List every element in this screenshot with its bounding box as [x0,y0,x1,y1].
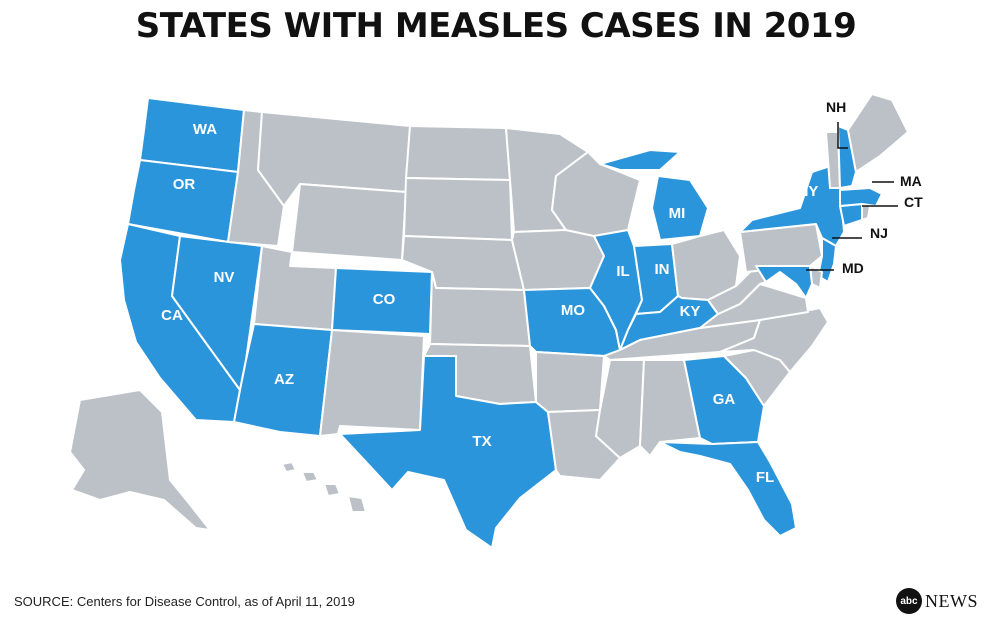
state-ut [253,245,337,331]
state-nd [405,125,511,181]
labels-layer: WA OR CA NV AZ CO TX MO IL IN MI KY GA FL NY [161,121,818,486]
state-nm [319,329,425,437]
callout-line-nh [837,122,848,149]
state-label-nv: NV [214,269,235,286]
state-label-ny: NY [798,183,819,200]
state-nj [817,237,837,283]
state-ny [739,161,845,247]
state-nc [719,307,829,373]
state-label-az: AZ [274,371,294,388]
state-ar [535,351,605,413]
state-label-ky: KY [680,303,701,320]
abc-news-logo: abc NEWS [896,588,978,614]
state-label-mo: MO [561,302,585,319]
state-or [127,159,239,243]
state-label-co: CO [373,291,396,308]
source-note: SOURCE: Centers for Disease Control, as … [14,594,355,609]
state-wy [291,183,407,261]
callout-label-ma: MA [900,173,922,189]
state-tx [339,355,557,549]
state-fl [659,441,797,537]
callout-label-md: MD [842,260,864,276]
state-hi [281,461,367,513]
state-sd [403,177,513,241]
state-label-or: OR [173,176,196,193]
callout-label-nh: NH [826,99,846,115]
state-ma [839,187,883,207]
state-ct [839,203,863,227]
state-label-tx: TX [472,433,491,450]
state-label-wa: WA [193,121,217,138]
state-label-mi: MI [669,205,686,222]
state-nh [837,125,857,189]
state-md [755,265,813,299]
us-map: WA OR CA NV AZ CO TX MO IL IN MI KY GA FL NY NH MA CT NJ M… [69,93,923,549]
state-label-ca: CA [161,307,183,324]
state-ia [511,229,605,291]
state-label-in: IN [655,261,670,278]
state-label-ga: GA [713,391,736,408]
state-ak [69,389,211,531]
callout-label-ct: CT [904,194,923,210]
map-title: STATES WITH MEASLES CASES IN 2019 [135,6,857,46]
callouts-layer: NH MA CT NJ MD [806,99,923,276]
states-layer [69,93,909,549]
abc-logo-icon: abc [896,588,922,614]
state-label-il: IL [616,263,629,280]
state-me [847,93,909,173]
news-wordmark: NEWS [925,590,978,611]
state-label-fl: FL [756,469,774,486]
callout-label-nj: NJ [870,225,888,241]
